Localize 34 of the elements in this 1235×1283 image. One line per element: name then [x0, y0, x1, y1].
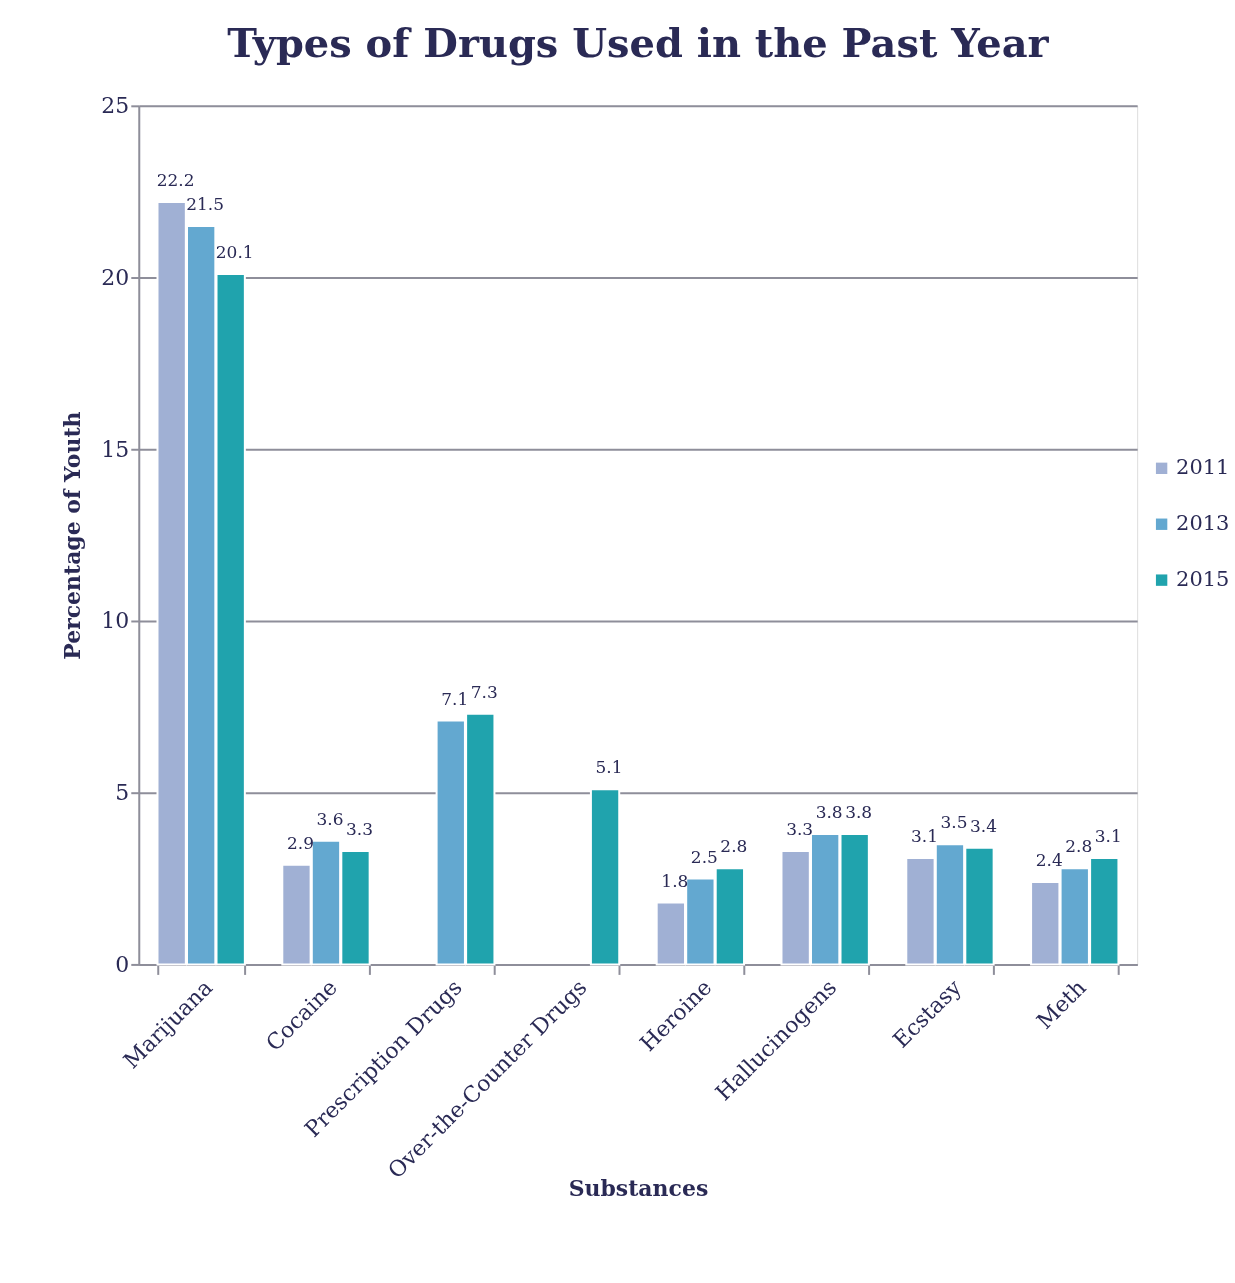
data-label: 3.8 — [815, 801, 843, 822]
x-axis-title: Substances — [568, 1174, 709, 1201]
y-tick-label: 15 — [101, 436, 130, 462]
data-label: 3.3 — [786, 819, 814, 840]
data-label: 7.3 — [470, 681, 498, 702]
data-label: 3.1 — [1094, 825, 1122, 846]
data-label: 2.9 — [286, 832, 314, 853]
data-label: 7.1 — [441, 688, 469, 709]
data-label: 5.1 — [595, 757, 623, 778]
data-label: 2.4 — [1035, 850, 1063, 871]
data-label: 3.6 — [316, 808, 344, 829]
legend-label: 2015 — [1176, 567, 1230, 592]
y-tick-label: 25 — [101, 93, 130, 119]
data-label: 3.4 — [969, 815, 997, 836]
legend-label: 2013 — [1176, 511, 1230, 536]
y-tick-label: 20 — [101, 265, 130, 291]
data-label: 2.5 — [690, 846, 718, 867]
data-label: 2.8 — [720, 836, 748, 857]
chart-title: Types of Drugs Used in the Past Year — [227, 19, 1050, 66]
data-label: 22.2 — [156, 170, 195, 190]
data-label: 21.5 — [186, 194, 225, 215]
y-axis-title: Percentage of Youth — [59, 411, 86, 660]
bar — [589, 788, 621, 966]
legend-label: 2011 — [1176, 455, 1230, 480]
data-label: 2.8 — [1065, 836, 1093, 857]
data-label: 3.1 — [910, 825, 938, 846]
data-label: 3.8 — [845, 801, 873, 822]
y-tick-label: 0 — [115, 951, 130, 977]
y-tick-label: 5 — [115, 780, 130, 806]
data-label: 3.5 — [940, 812, 968, 833]
data-label: 20.1 — [215, 242, 254, 263]
data-label: 1.8 — [661, 870, 689, 891]
y-tick-label: 10 — [101, 608, 130, 634]
data-label: 3.3 — [345, 819, 373, 840]
